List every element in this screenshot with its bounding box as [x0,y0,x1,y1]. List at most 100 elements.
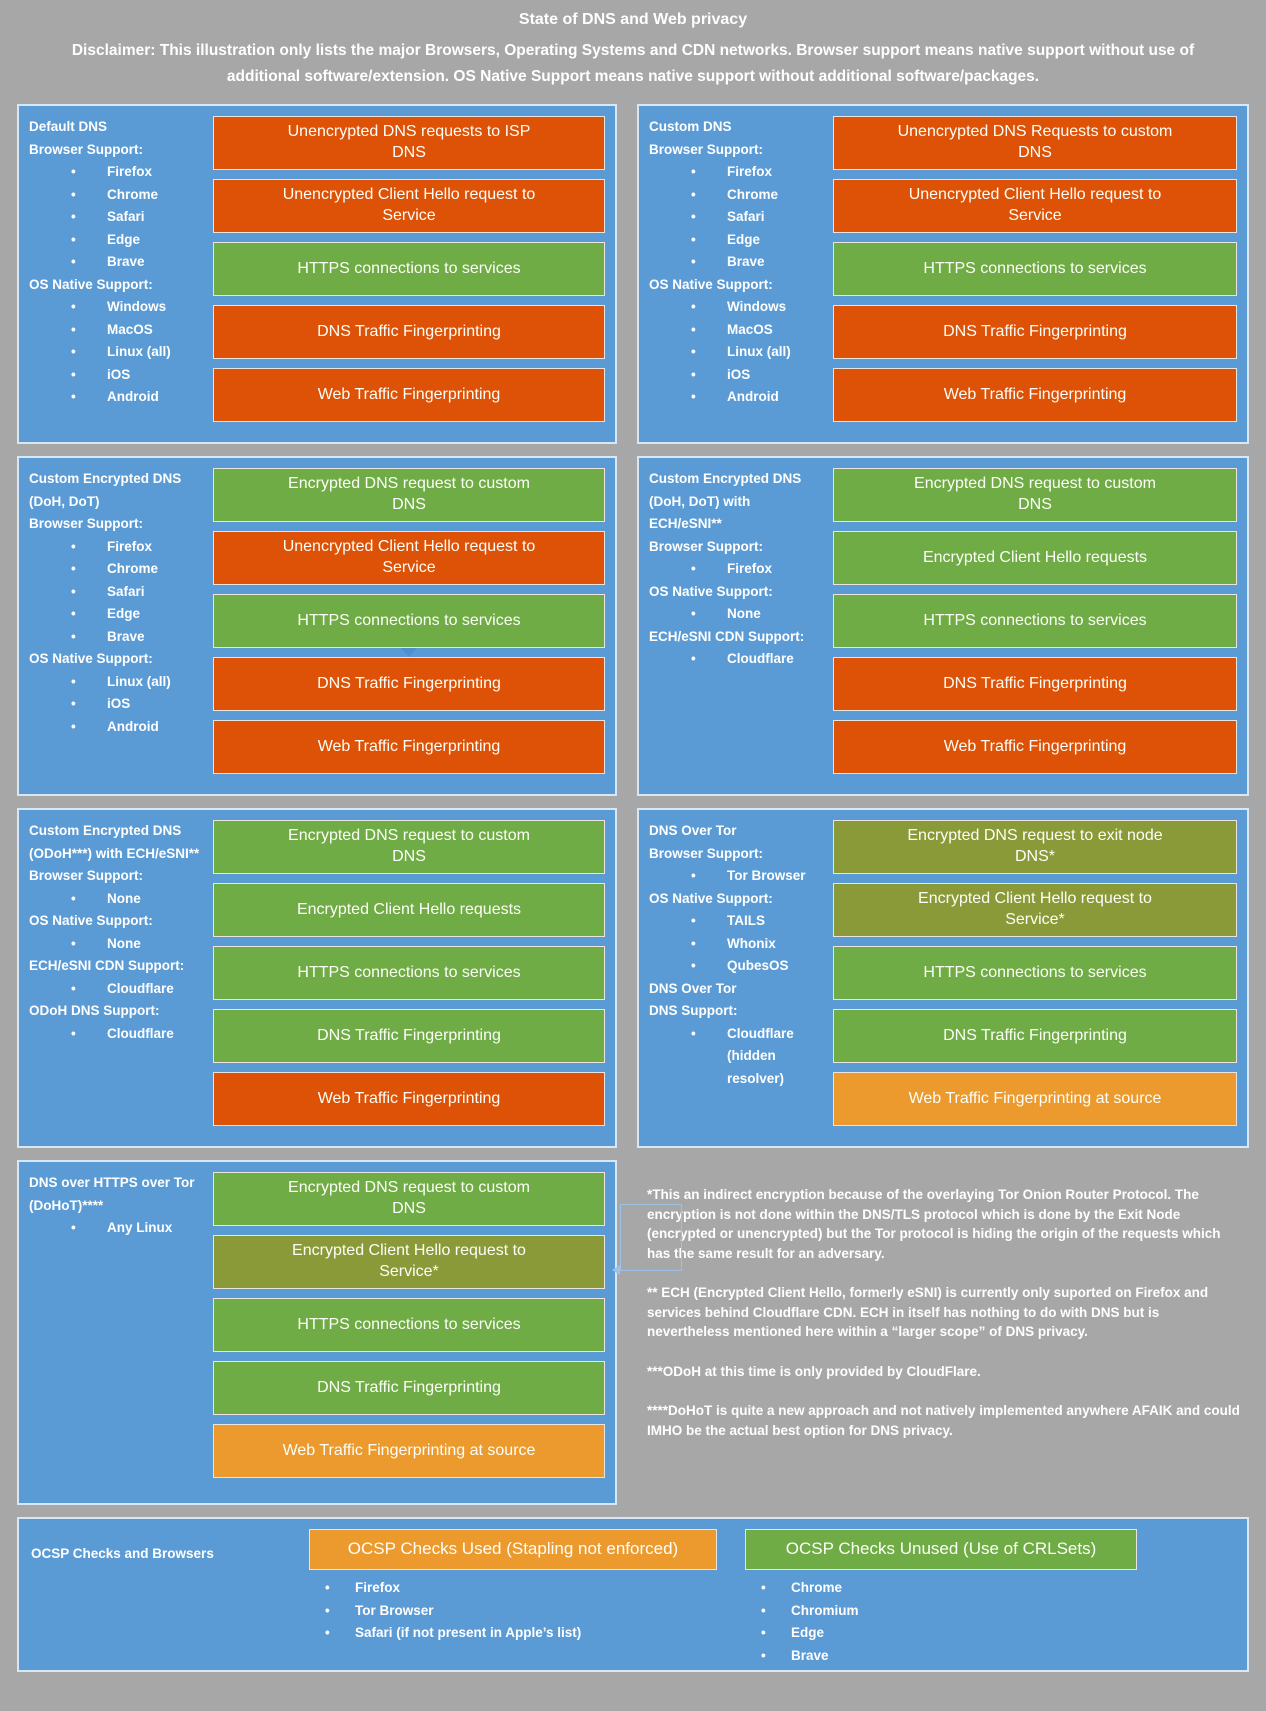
support-item: MacOS [29,319,205,342]
status-bar: Encrypted DNS request to custom DNS [213,1172,605,1226]
support-item: Cloudflare [649,1023,825,1046]
ocsp-title: OCSP Checks and Browsers [31,1546,214,1561]
panel-custom-encrypted-dns: Custom Encrypted DNS (DoH, DoT) Browser … [17,456,617,796]
status-bar-label: Encrypted DNS request to custom DNS [288,475,530,513]
support-item: Firefox [649,161,825,184]
panel-default-dns: Default DNS Browser Support: Firefox Chr… [17,104,617,444]
status-bar-label: Encrypted Client Hello request to Servic… [918,890,1152,928]
footnote-ech: ** ECH (Encrypted Client Hello, formerly… [647,1285,1209,1339]
ocsp-unused-item: Chromium [745,1600,1137,1623]
ocsp-used-bar-label: OCSP Checks Used (Stapling not enforced) [347,1539,679,1559]
panel-custom-encrypted-dns-ech: Custom Encrypted DNS (DoH, DoT) with ECH… [637,456,1249,796]
status-bar-label: HTTPS connections to services [923,259,1147,277]
support-label: Browser Support: [649,538,764,554]
panel-bars: Encrypted DNS request to custom DNS Encr… [213,820,605,1136]
support-item: iOS [649,364,825,387]
status-bar-label: DNS Traffic Fingerprinting [943,322,1127,340]
support-item: Windows [649,296,825,319]
support-label: Browser Support: [29,868,144,883]
panel-info: Custom Encrypted DNS (DoH, DoT) with ECH… [647,468,825,784]
status-bar-label: Unencrypted DNS requests to ISP DNS [287,123,531,161]
support-item: None [649,603,825,626]
ocsp-used-item: Tor Browser [309,1600,717,1623]
panel-title: Custom Encrypted DNS (DoH, DoT) with ECH… [649,471,802,531]
support-item: Edge [29,229,205,252]
panel-title: Custom DNS [649,119,732,134]
status-bar: HTTPS connections to services [833,946,1237,1000]
status-bar: Web Traffic Fingerprinting at source [213,1424,605,1478]
panel-title: DNS Over Tor [649,823,737,838]
status-bar-label: DNS Traffic Fingerprinting [317,1378,501,1396]
panel-info: Custom DNS Browser Support: Firefox Chro… [647,116,825,432]
artifact-callout-box [612,1204,682,1275]
status-bar: HTTPS connections to services [213,242,605,296]
support-item: Safari [649,206,825,229]
panel-bars: Unencrypted DNS requests to ISP DNS Unen… [213,116,605,432]
support-item: Cloudflare [29,978,205,1001]
support-item: Safari [29,581,205,604]
ocsp-used-group: OCSP Checks Used (Stapling not enforced)… [309,1529,717,1660]
support-item: Android [649,386,825,409]
support-item: None [29,888,205,911]
support-item: Brave [29,251,205,274]
status-bar: DNS Traffic Fingerprinting [213,1009,605,1063]
footnote-tor: *This an indirect encryption because of … [647,1187,1221,1261]
status-bar-label: Web Traffic Fingerprinting [317,1089,501,1107]
status-bar: Encrypted DNS request to custom DNS [213,468,605,522]
status-bar: Encrypted DNS request to custom DNS [833,468,1237,522]
status-bar-label: DNS Traffic Fingerprinting [943,1026,1127,1044]
support-label: OS Native Support: [649,583,773,599]
ocsp-unused-bar-label: OCSP Checks Unused (Use of CRLSets) [785,1539,1097,1559]
status-bar: HTTPS connections to services [833,594,1237,648]
status-bar-label: Web Traffic Fingerprinting [317,385,501,403]
ocsp-unused-item: Brave [745,1645,1137,1668]
status-bar: Encrypted Client Hello requests [213,883,605,937]
status-bar: DNS Traffic Fingerprinting [213,1361,605,1415]
status-bar-label: DNS Traffic Fingerprinting [317,322,501,340]
support-item: Any Linux [29,1217,205,1240]
support-label: OS Native Support: [29,651,153,666]
status-bar-label: HTTPS connections to services [923,611,1147,629]
status-bar-label: Unencrypted DNS Requests to custom DNS [897,123,1173,161]
status-bar: HTTPS connections to services [213,1298,605,1352]
panel-info: DNS Over Tor Browser Support: Tor Browse… [647,820,825,1136]
support-item: Tor Browser [649,865,825,888]
header: State of DNS and Web privacy Disclaimer:… [17,0,1249,90]
status-bar-label: HTTPS connections to services [297,963,521,981]
artifact-arrow [401,648,417,657]
status-bar: Encrypted Client Hello requests [833,531,1237,585]
support-item: Edge [29,603,205,626]
support-label: Browser Support: [649,141,764,157]
support-item: Edge [649,229,825,252]
status-bar: Web Traffic Fingerprinting at source [833,1072,1237,1126]
support-item: iOS [29,364,205,387]
panel-title: DNS over HTTPS over Tor (DoHoT)**** [29,1175,195,1213]
status-bar: DNS Traffic Fingerprinting [833,657,1237,711]
status-bar: Web Traffic Fingerprinting [213,720,605,774]
panel-info: Default DNS Browser Support: Firefox Chr… [27,116,205,432]
status-bar: Unencrypted DNS Requests to custom DNS [833,116,1237,170]
status-bar-label: Web Traffic Fingerprinting [943,385,1127,403]
support-item-note: (hidden resolver) [727,1048,785,1086]
footnotes: *This an indirect encryption because of … [612,1160,1249,1505]
support-label: OS Native Support: [649,276,773,292]
support-item: Brave [649,251,825,274]
status-bar-label: Encrypted DNS request to custom DNS [288,1179,530,1217]
status-bar-label: Unencrypted Client Hello request to Serv… [282,186,536,224]
status-bar-label: Encrypted DNS request to custom DNS [288,827,530,865]
support-item: Firefox [649,558,825,581]
panel-info: DNS over HTTPS over Tor (DoHoT)**** Any … [27,1172,205,1493]
status-bar: Encrypted Client Hello request to Servic… [833,883,1237,937]
support-item: Chrome [29,184,205,207]
ocsp-unused-group: OCSP Checks Unused (Use of CRLSets) Chro… [745,1529,1137,1663]
support-item: Linux (all) [29,341,205,364]
support-item: Windows [29,296,205,319]
status-bar-label: Unencrypted Client Hello request to Serv… [282,538,536,576]
status-bar: Encrypted DNS request to custom DNS [213,820,605,874]
panel-info: Custom Encrypted DNS (DoH, DoT) Browser … [27,468,205,784]
ocsp-unused-item: Chrome [745,1577,1137,1600]
status-bar-label: Encrypted DNS request to exit node DNS* [907,827,1163,865]
status-bar: Web Traffic Fingerprinting [833,720,1237,774]
status-bar: Unencrypted DNS requests to ISP DNS [213,116,605,170]
panel-bars: Encrypted DNS request to custom DNS Unen… [213,468,605,784]
